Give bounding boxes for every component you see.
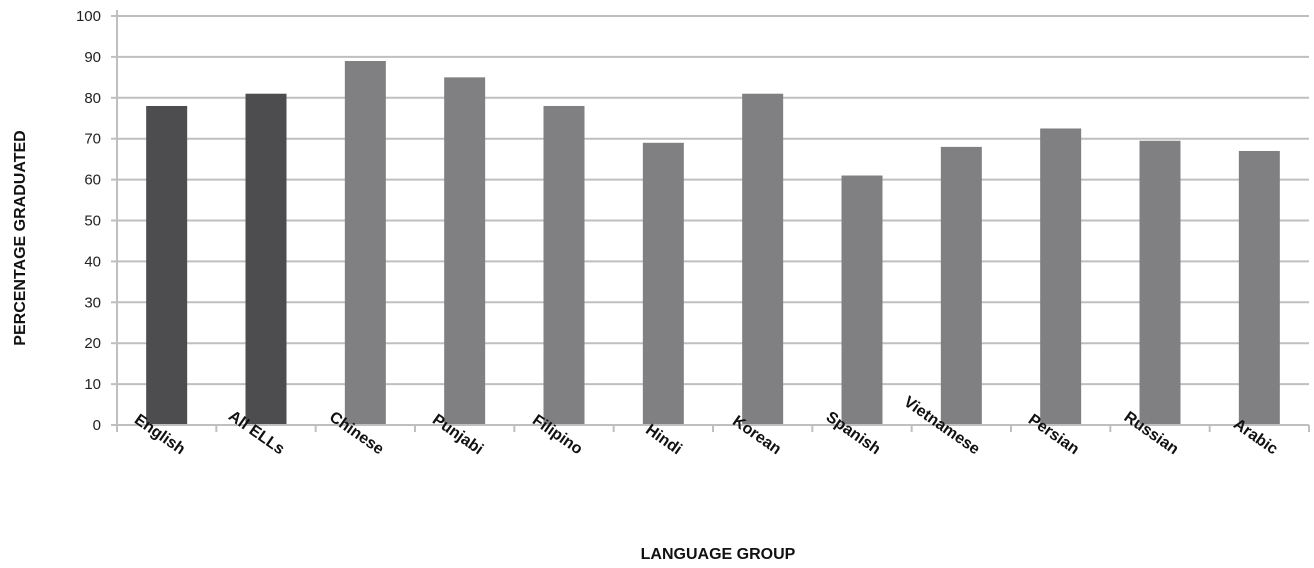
bar-hindi bbox=[642, 142, 684, 426]
y-tick-labels: 0 10 20 30 40 50 60 70 80 90 100 bbox=[76, 8, 101, 434]
bar-russian bbox=[1139, 140, 1181, 425]
bar-filipino bbox=[543, 105, 585, 425]
y-axis-title: PERCENTAGE GRADUATED bbox=[12, 130, 29, 345]
y-tick-label: 80 bbox=[84, 90, 101, 107]
x-axis-title: LANGUAGE GROUP bbox=[641, 546, 796, 563]
x-tick-label: Hindi bbox=[642, 421, 685, 458]
y-tick-label: 30 bbox=[84, 294, 101, 311]
bar-english bbox=[146, 105, 188, 425]
bar-vietnamese bbox=[940, 146, 982, 425]
y-tick-label: 60 bbox=[84, 172, 101, 189]
y-tick-label: 40 bbox=[84, 253, 101, 270]
bar-all-ells bbox=[245, 93, 287, 426]
y-tick-label: 90 bbox=[84, 49, 101, 66]
axes bbox=[111, 10, 1310, 432]
bar-spanish bbox=[841, 175, 883, 425]
bar-arabic bbox=[1238, 150, 1280, 425]
y-tick-label: 50 bbox=[84, 213, 101, 230]
bar-korean bbox=[742, 93, 784, 426]
y-tick-label: 100 bbox=[76, 8, 101, 25]
y-tick-label: 0 bbox=[93, 417, 101, 434]
bars bbox=[146, 60, 1280, 426]
gridlines bbox=[117, 15, 1309, 386]
y-tick-label: 10 bbox=[84, 376, 101, 393]
bar-punjabi bbox=[444, 77, 486, 425]
bar-persian bbox=[1040, 128, 1082, 425]
y-tick-label: 20 bbox=[84, 335, 101, 352]
y-tick-label: 70 bbox=[84, 131, 101, 148]
bar-chinese bbox=[344, 60, 386, 426]
